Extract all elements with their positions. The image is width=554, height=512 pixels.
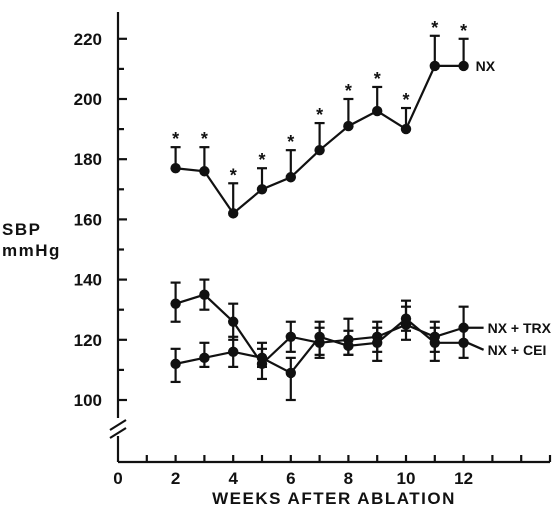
significance-star: * bbox=[460, 21, 467, 41]
data-point bbox=[256, 184, 268, 195]
data-point bbox=[458, 337, 469, 349]
x-tick-label: 8 bbox=[344, 469, 353, 488]
y-tick-label: 100 bbox=[74, 391, 102, 410]
series-label: NX + CEI bbox=[488, 342, 547, 358]
data-point bbox=[199, 352, 210, 364]
data-point bbox=[170, 163, 181, 174]
significance-star: * bbox=[431, 18, 438, 38]
data-point bbox=[285, 172, 296, 183]
series-label: NX + TRX bbox=[488, 320, 552, 336]
y-tick-label: 180 bbox=[74, 150, 102, 169]
data-point bbox=[314, 144, 325, 156]
x-tick-label: 4 bbox=[228, 469, 238, 488]
x-tick-group: 0 2 4 6 8 10 12 bbox=[113, 455, 552, 488]
data-point bbox=[400, 123, 412, 135]
significance-star: * bbox=[374, 69, 381, 89]
y-tick-label: 220 bbox=[74, 30, 102, 49]
data-point bbox=[199, 166, 210, 177]
x-tick-label: 6 bbox=[286, 469, 295, 488]
data-point bbox=[228, 316, 239, 327]
x-axis-title: WEEKS AFTER ABLATION bbox=[212, 489, 456, 508]
data-point bbox=[170, 298, 181, 309]
y-axis-break-mark bbox=[109, 419, 127, 439]
y-tick-label: 160 bbox=[74, 210, 102, 229]
data-point bbox=[256, 352, 268, 364]
series-label-leader bbox=[467, 341, 485, 351]
data-point bbox=[170, 358, 181, 370]
significance-star: * bbox=[402, 90, 409, 110]
data-point bbox=[372, 105, 383, 117]
data-point bbox=[429, 60, 440, 72]
significance-star: * bbox=[172, 129, 179, 149]
data-point bbox=[429, 337, 440, 349]
series-layer: * * * * * * * * * * * NX NX + TRX NX + CEI bbox=[170, 18, 552, 402]
y-tick-label: 140 bbox=[74, 271, 102, 290]
data-point bbox=[372, 337, 383, 349]
data-point bbox=[228, 208, 239, 219]
data-point bbox=[285, 367, 296, 379]
significance-star: * bbox=[345, 81, 352, 101]
data-point bbox=[285, 331, 296, 342]
data-point bbox=[228, 346, 239, 358]
x-tick-label: 2 bbox=[171, 469, 180, 488]
axes bbox=[109, 12, 550, 464]
series-nx: * * * * * * * * * * * NX bbox=[170, 18, 496, 219]
significance-star: * bbox=[287, 132, 294, 152]
data-point bbox=[314, 331, 325, 342]
data-point bbox=[400, 313, 412, 324]
y-axis-title-line1: SBP bbox=[2, 220, 41, 239]
series-nx-cei: NX + CEI bbox=[170, 299, 547, 402]
data-point bbox=[458, 60, 469, 72]
significance-star: * bbox=[316, 105, 323, 125]
series-nx-trx: NX + TRX bbox=[170, 278, 552, 381]
x-tick-label: 12 bbox=[454, 469, 473, 488]
significance-star: * bbox=[201, 129, 208, 149]
y-axis-title-line2: mmHg bbox=[2, 241, 61, 260]
y-tick-group: 100 120 140 160 180 200 220 bbox=[74, 30, 127, 410]
significance-star: * bbox=[258, 150, 265, 170]
y-tick-label: 120 bbox=[74, 331, 102, 350]
data-point bbox=[343, 340, 354, 352]
y-tick-label: 200 bbox=[74, 90, 102, 109]
data-point bbox=[343, 120, 354, 132]
x-tick-label: 10 bbox=[397, 469, 416, 488]
series-label: NX bbox=[476, 58, 496, 74]
data-point bbox=[199, 289, 210, 300]
x-tick-label: 0 bbox=[113, 469, 122, 488]
significance-star: * bbox=[230, 165, 237, 185]
